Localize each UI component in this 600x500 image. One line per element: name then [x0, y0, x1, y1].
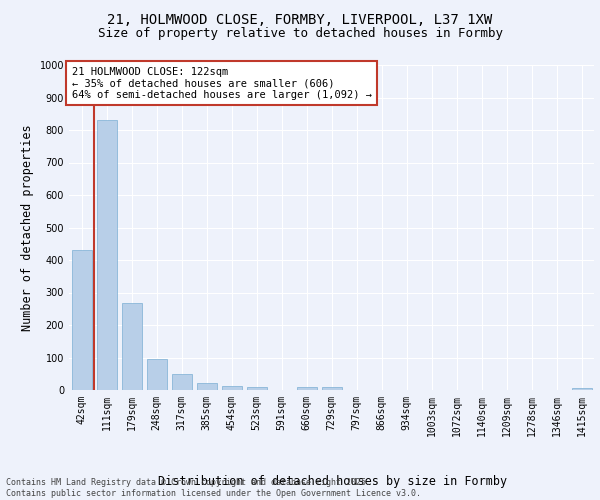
- Bar: [97, 120, 116, 390]
- Y-axis label: Number of detached properties: Number of detached properties: [21, 124, 34, 331]
- Text: Size of property relative to detached houses in Formby: Size of property relative to detached ho…: [97, 28, 503, 40]
- Bar: [146, 359, 167, 390]
- Bar: [71, 250, 91, 390]
- Text: Distribution of detached houses by size in Formby: Distribution of detached houses by size …: [158, 474, 508, 488]
- Bar: [322, 388, 341, 390]
- Text: Contains HM Land Registry data © Crown copyright and database right 2025.
Contai: Contains HM Land Registry data © Crown c…: [6, 478, 421, 498]
- Text: 21 HOLMWOOD CLOSE: 122sqm
← 35% of detached houses are smaller (606)
64% of semi: 21 HOLMWOOD CLOSE: 122sqm ← 35% of detac…: [71, 66, 371, 100]
- Bar: [296, 388, 317, 390]
- Bar: [247, 388, 266, 390]
- Bar: [172, 374, 191, 390]
- Text: 21, HOLMWOOD CLOSE, FORMBY, LIVERPOOL, L37 1XW: 21, HOLMWOOD CLOSE, FORMBY, LIVERPOOL, L…: [107, 12, 493, 26]
- Bar: [221, 386, 241, 390]
- Bar: [571, 388, 592, 390]
- Bar: [121, 303, 142, 390]
- Bar: [197, 383, 217, 390]
